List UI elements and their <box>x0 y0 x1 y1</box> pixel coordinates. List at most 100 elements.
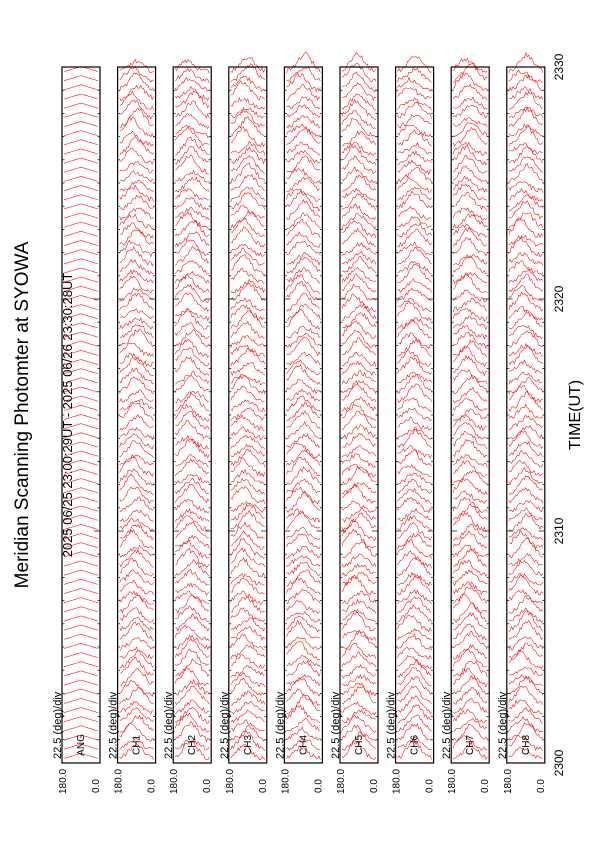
trace-ch1-73 <box>119 72 154 92</box>
trace-ch1-27 <box>119 496 154 513</box>
trace-ch2-5 <box>175 699 210 715</box>
trace-ch3-2 <box>230 725 265 742</box>
trace-ang-47 <box>63 322 99 329</box>
trace-ch2-53 <box>174 260 210 275</box>
trace-ch2-50 <box>174 284 210 303</box>
trace-ch7-30 <box>453 470 488 484</box>
trace-ch7-12 <box>453 630 488 650</box>
trace-ch5-5 <box>341 701 377 716</box>
trace-ch7-29 <box>452 477 488 496</box>
trace-ch2-52 <box>174 270 210 284</box>
trace-ch8-16 <box>508 595 544 614</box>
trace-ch3-51 <box>230 278 266 294</box>
trace-ch8-66 <box>508 142 543 155</box>
trace-ch4-19 <box>286 569 321 587</box>
y-max-label-ch6: 180.0 <box>392 769 403 794</box>
trace-ch2-49 <box>175 292 210 312</box>
trace-ang-21 <box>63 560 99 567</box>
trace-ch4-50 <box>286 281 321 301</box>
trace-ch3-37 <box>230 407 265 421</box>
trace-ch1-26 <box>119 509 154 522</box>
trace-ch1-18 <box>119 579 154 596</box>
trace-ch6-38 <box>397 397 432 412</box>
trace-ch3-18 <box>230 578 265 595</box>
trace-ch8-40 <box>508 377 544 395</box>
trace-ch7-56 <box>452 226 488 247</box>
trace-ch3-54 <box>230 247 265 266</box>
trace-ch8-12 <box>508 636 544 651</box>
trace-ch1-34 <box>119 433 154 450</box>
trace-ch1-55 <box>119 239 154 258</box>
trace-ch3-55 <box>230 243 265 257</box>
trace-ch8-61 <box>508 188 543 202</box>
trace-ch4-58 <box>286 212 321 229</box>
trace-ang-20 <box>63 569 99 576</box>
trace-ch1-32 <box>119 453 154 466</box>
trace-ch6-65 <box>397 150 432 166</box>
trace-ch6-35 <box>397 426 432 440</box>
trace-ch6-23 <box>397 532 432 550</box>
trace-ch5-63 <box>341 166 377 184</box>
trace-ch4-23 <box>286 533 321 549</box>
trace-ang-13 <box>63 633 99 640</box>
y-min-label-ch8: 0.0 <box>536 779 547 793</box>
trace-ch3-30 <box>230 468 266 486</box>
panel-ch3: 180.0 0.0 CH3 22.5 (deg)/div <box>219 57 269 794</box>
trace-ch1-64 <box>119 161 154 174</box>
trace-ang-12 <box>63 643 99 649</box>
trace-ang-58 <box>63 221 99 228</box>
trace-ch8-57 <box>508 217 544 239</box>
trace-ch1-47 <box>119 317 154 330</box>
trace-ch8-55 <box>508 237 543 258</box>
trace-ch3-49 <box>230 297 265 312</box>
trace-ch6-26 <box>397 507 432 522</box>
trace-ch3-67 <box>230 126 266 148</box>
trace-ch6-46 <box>397 319 432 339</box>
trace-ch8-46 <box>508 324 543 340</box>
trace-ch4-11 <box>286 641 321 660</box>
trace-ch1-69 <box>119 108 154 129</box>
x-tick-label-2300: 2300 <box>552 749 566 776</box>
trace-ch5-14 <box>341 611 377 631</box>
trace-ch5-8 <box>341 674 377 687</box>
trace-ch3-20 <box>230 557 266 578</box>
trace-ch4-3 <box>286 717 321 732</box>
trace-ch3-47 <box>230 310 265 329</box>
trace-ang-8 <box>63 679 99 686</box>
trace-ch1-24 <box>119 524 154 541</box>
scale-label-ch6: 22.5 (deg)/div <box>386 691 398 759</box>
trace-ch7-15 <box>453 602 488 623</box>
trace-ch2-56 <box>174 231 210 248</box>
trace-ch7-24 <box>453 523 488 541</box>
scale-label-ch2: 22.5 (deg)/div <box>163 691 175 759</box>
trace-ch2-72 <box>174 85 210 101</box>
trace-ch7-25 <box>453 511 488 532</box>
trace-ang-31 <box>63 469 99 475</box>
trace-ch5-10 <box>341 651 377 668</box>
trace-ch8-10 <box>508 650 544 670</box>
trace-ch8-2 <box>508 722 544 741</box>
trace-ch7-37 <box>452 408 488 422</box>
trace-ch1-43 <box>119 352 154 368</box>
trace-ch5-26 <box>341 507 377 523</box>
trace-ang-5 <box>63 707 99 713</box>
trace-ch4-75 <box>286 52 321 74</box>
trace-ch6-52 <box>397 264 432 284</box>
trace-ch4-39 <box>286 388 321 402</box>
trace-ch7-55 <box>452 237 488 257</box>
chart-title: Meridian Scanning Photomter at SYOWA <box>12 241 33 588</box>
trace-ang-23 <box>63 542 99 549</box>
trace-ch7-46 <box>453 325 488 341</box>
trace-ch7-57 <box>452 224 488 238</box>
trace-ch5-3 <box>341 714 377 733</box>
trace-ch1-68 <box>119 116 154 138</box>
trace-ch1-3 <box>119 714 154 733</box>
trace-ch1-52 <box>119 269 154 284</box>
trace-ch4-6 <box>286 689 321 706</box>
trace-ch4-56 <box>286 231 321 248</box>
trace-ch6-58 <box>397 216 432 228</box>
trace-ch6-48 <box>397 300 432 321</box>
trace-ch6-4 <box>397 704 432 724</box>
trace-ch7-75 <box>453 57 488 73</box>
trace-ch6-40 <box>397 374 432 394</box>
